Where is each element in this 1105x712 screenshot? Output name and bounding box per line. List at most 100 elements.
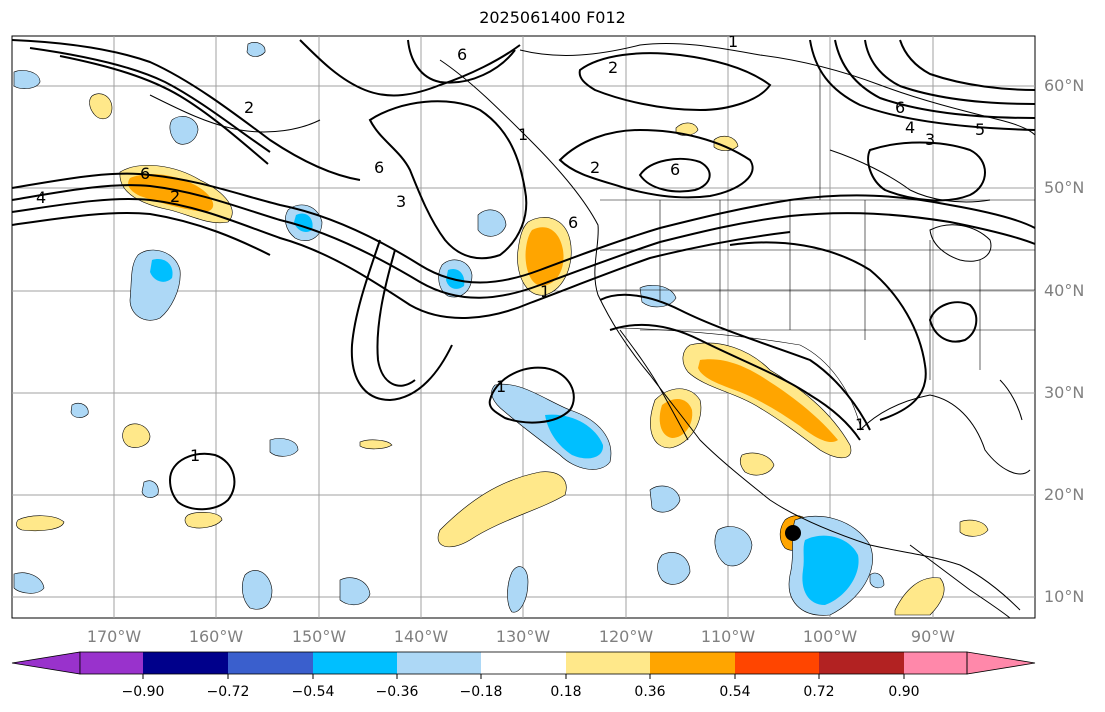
contour-trough-deeper xyxy=(376,249,416,387)
colorbar-tick-label: −0.18 xyxy=(459,684,503,700)
contour-east-ridge xyxy=(867,141,986,202)
colorbar-segment xyxy=(566,652,650,674)
colorbar-tick-label: −0.72 xyxy=(206,684,250,700)
colorbar-tick-label: −0.54 xyxy=(291,684,335,700)
contour-label: 2 xyxy=(590,158,601,177)
pos-fill-small-5 xyxy=(740,452,775,476)
lat-label-40n: 40°N xyxy=(1044,281,1085,300)
storm-marker-icon xyxy=(785,525,801,541)
contour-label: 1 xyxy=(540,282,551,301)
colorbar-tick-label: 0.36 xyxy=(634,684,666,700)
contour-label: 5 xyxy=(975,120,986,139)
lon-label-170w: 170°W xyxy=(86,627,142,646)
neg-fill-n7 xyxy=(714,526,753,567)
contour-jet-4 xyxy=(11,211,271,256)
contour-ne-arc-4 xyxy=(899,39,1036,91)
contour-label: 2 xyxy=(244,98,255,117)
contour-label: 4 xyxy=(36,188,47,207)
colorbar-extend-max xyxy=(966,651,1036,675)
colorbar-segment xyxy=(313,652,397,674)
pos-fill-small-4 xyxy=(184,511,223,529)
colorbar-segment xyxy=(80,652,143,674)
contour-ne-arc-1 xyxy=(809,39,1036,131)
lon-label-110w: 110°W xyxy=(700,627,756,646)
contour-sw-circle xyxy=(168,452,236,511)
colorbar-segment xyxy=(819,652,904,674)
lon-label-140w: 140°W xyxy=(393,627,449,646)
contour-ridge-n xyxy=(299,39,521,97)
colorbar xyxy=(11,651,1036,679)
colorbar-tick-label: 0.90 xyxy=(888,684,920,700)
contour-us-loop xyxy=(599,293,871,431)
contour-trough-deep xyxy=(350,239,453,402)
contour-label: 4 xyxy=(905,118,916,137)
neg-fill-n1 xyxy=(477,209,507,237)
contour-us-loop-2 xyxy=(609,323,861,441)
colorbar-segment xyxy=(397,652,481,674)
central-america xyxy=(909,544,1011,619)
colorbar-tick-label: −0.36 xyxy=(375,684,419,700)
contour-cutoff-low xyxy=(558,128,754,199)
lat-label-30n: 30°N xyxy=(1044,383,1085,402)
political-borders xyxy=(600,70,1035,426)
neg-fill-n15 xyxy=(70,402,89,418)
contour-label: 6 xyxy=(670,160,681,179)
colorbar-segment xyxy=(735,652,819,674)
negative-anomaly-fills xyxy=(13,42,885,616)
pos-fill-small-1 xyxy=(89,93,113,120)
map-panel xyxy=(11,35,1036,619)
contour-label: 6 xyxy=(140,164,151,183)
colorbar-segment xyxy=(904,652,967,674)
contour-label: 2 xyxy=(170,187,181,206)
lat-label-20n: 20°N xyxy=(1044,485,1085,504)
contour-ne-arc-2 xyxy=(834,39,1036,119)
north-america-west-coast xyxy=(439,59,1021,611)
contour-jet-2 xyxy=(11,184,1036,299)
pos-fill-small-2 xyxy=(122,423,151,448)
pos-fill-aleutian-core xyxy=(128,174,214,212)
colorbar-tick-label: 0.72 xyxy=(803,684,835,700)
pos-fill-small-9 xyxy=(959,519,989,537)
neg-fill-n5 xyxy=(639,285,677,308)
hudson-shore xyxy=(829,149,991,203)
neg-fill-west-1-core xyxy=(150,259,173,282)
contour-jet-1 xyxy=(11,172,1036,284)
neg-fill-subtropical-core xyxy=(545,414,604,459)
pos-fill-small-3 xyxy=(16,515,65,532)
lat-label-10n: 10°N xyxy=(1044,587,1085,606)
pos-fill-mexico-core xyxy=(698,359,838,443)
colorbar-tick-label: 0.54 xyxy=(719,684,751,700)
lat-label-50n: 50°N xyxy=(1044,178,1085,197)
contour-lines xyxy=(11,39,1036,511)
pos-fill-pacific-tongue xyxy=(437,471,567,548)
neg-fill-n13 xyxy=(269,438,299,457)
colorbar-segment xyxy=(143,652,228,674)
lon-label-90w: 90°W xyxy=(910,627,956,646)
contour-trough-west xyxy=(368,100,528,260)
colorbar-extend-min xyxy=(11,651,81,675)
neg-fill-n9 xyxy=(241,570,273,610)
contour-label: 6 xyxy=(374,158,385,177)
colorbar-tick-label: −0.90 xyxy=(121,684,165,700)
neg-fill-n16 xyxy=(869,572,885,589)
pos-fill-baja-core xyxy=(659,398,693,438)
neg-fill-n14 xyxy=(141,480,159,498)
contour-label: 3 xyxy=(925,130,936,149)
contour-cutoff-low-inner xyxy=(638,157,711,193)
lon-label-160w: 160°W xyxy=(188,627,244,646)
florida xyxy=(999,379,1023,421)
neg-fill-n6 xyxy=(649,485,681,513)
neg-fill-n8 xyxy=(657,552,691,585)
contour-label: 6 xyxy=(457,45,468,64)
colorbar-segment xyxy=(481,652,566,674)
neg-fill-n11 xyxy=(507,566,529,613)
contour-ridge-nw xyxy=(11,39,361,181)
canada-north xyxy=(519,42,1036,136)
contour-label: 6 xyxy=(895,98,906,117)
pos-fill-small-10 xyxy=(359,439,393,450)
contour-ridge-n-2 xyxy=(407,39,516,84)
contour-label: 3 xyxy=(396,192,407,211)
lon-label-150w: 150°W xyxy=(291,627,347,646)
lat-label-60n: 60°N xyxy=(1044,76,1085,95)
pos-fill-small-8 xyxy=(713,135,739,151)
